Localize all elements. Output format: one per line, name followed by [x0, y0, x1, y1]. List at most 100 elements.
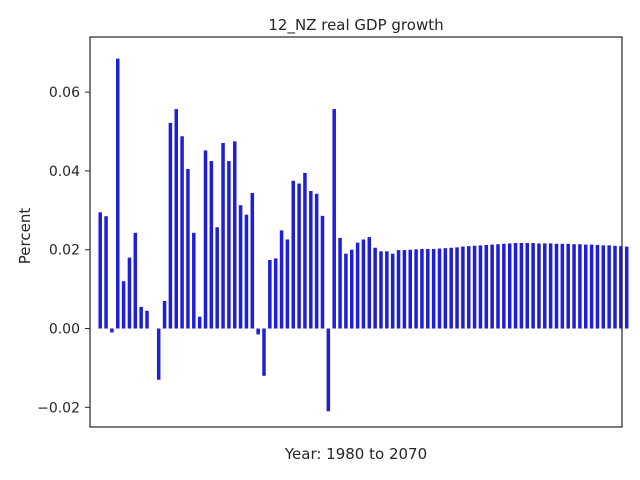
bar-2053: [525, 243, 530, 329]
bar-2031: [396, 250, 401, 329]
bar-1994: [180, 136, 184, 329]
bar-2030: [390, 253, 395, 329]
bar-2017: [314, 193, 319, 329]
bar-2056: [543, 243, 547, 329]
bar-2025: [361, 239, 366, 329]
bar-2034: [414, 249, 418, 329]
bar-2013: [291, 180, 296, 329]
bar-1988: [145, 310, 149, 329]
bar-2065: [595, 245, 600, 329]
bar-2024: [355, 242, 360, 329]
chart-title: 12_NZ real GDP growth: [268, 16, 443, 35]
bar-1981: [104, 216, 108, 329]
bar-1997: [197, 316, 202, 329]
bar-2054: [531, 243, 535, 329]
bar-2032: [402, 250, 407, 329]
bar-2045: [478, 245, 483, 329]
bar-2046: [484, 245, 489, 329]
bar-2000: [215, 227, 219, 329]
bar-2066: [601, 245, 606, 329]
bar-2006: [250, 193, 255, 329]
bar-2040: [449, 247, 453, 329]
bar-2036: [426, 248, 430, 329]
bar-2068: [613, 245, 617, 329]
bar-2012: [285, 239, 290, 329]
bar-2070: [624, 246, 629, 329]
bar-2051: [513, 243, 518, 329]
bar-2037: [431, 248, 436, 329]
bar-2049: [502, 243, 506, 329]
bar-2009: [268, 259, 272, 329]
bar-2035: [420, 248, 424, 329]
bar-2044: [472, 245, 477, 329]
bar-2020: [332, 109, 336, 329]
bar-1990: [156, 328, 161, 380]
bar-2043: [466, 246, 471, 329]
bar-2011: [279, 230, 284, 329]
bar-2003: [233, 141, 237, 329]
bar-2018: [320, 215, 325, 329]
bar-2060: [566, 243, 570, 329]
bars-group: [98, 58, 629, 412]
bar-1982: [110, 328, 114, 333]
bar-2069: [619, 246, 623, 329]
bar-1993: [174, 109, 179, 329]
bar-2059: [560, 243, 565, 329]
bar-2026: [367, 237, 372, 329]
bar-2062: [578, 244, 582, 329]
bar-2064: [589, 244, 594, 329]
bar-1991: [162, 300, 167, 329]
bar-2063: [584, 244, 588, 329]
bar-2061: [572, 244, 576, 329]
bar-2042: [461, 246, 465, 329]
bar-2052: [519, 243, 524, 329]
bar-1986: [133, 232, 138, 329]
bar-1985: [127, 257, 132, 329]
bar-2038: [437, 248, 442, 329]
bar-2041: [455, 247, 459, 329]
bar-2027: [373, 247, 377, 329]
bar-2004: [238, 205, 243, 329]
bar-1987: [139, 306, 143, 329]
bar-2010: [273, 258, 278, 329]
y-tick-label: 0.04: [49, 164, 80, 180]
bar-2067: [607, 245, 611, 329]
y-tick-label: 0.00: [49, 322, 80, 338]
y-axis-ticks: −0.02 0.00 0.02 0.04 0.06: [37, 85, 90, 416]
bar-2015: [303, 172, 307, 329]
bar-2001: [221, 142, 225, 329]
y-tick-label: −0.02: [37, 400, 80, 416]
bar-2023: [350, 249, 354, 329]
bar-2048: [496, 244, 500, 329]
bar-2007: [256, 328, 260, 335]
bar-2002: [227, 161, 231, 329]
bar-1996: [192, 232, 196, 329]
bar-2019: [326, 328, 331, 412]
bar-2047: [490, 244, 494, 329]
bar-1999: [209, 161, 214, 329]
bar-2050: [507, 243, 512, 329]
bar-2029: [385, 251, 389, 329]
bar-2028: [379, 251, 383, 329]
bar-2016: [309, 191, 313, 329]
bar-1983: [116, 58, 120, 329]
bar-1998: [203, 150, 208, 329]
bar-2008: [262, 328, 266, 376]
bar-2033: [408, 249, 412, 329]
bar-1992: [168, 122, 173, 329]
bar-2005: [244, 214, 249, 329]
bar-2055: [537, 243, 541, 329]
bar-2058: [554, 243, 559, 329]
bar-2021: [338, 237, 342, 329]
y-tick-label: 0.06: [49, 85, 80, 101]
y-axis-label: Percent: [16, 208, 34, 265]
bar-1995: [186, 168, 190, 329]
bar-2039: [443, 248, 448, 329]
plot-frame: [89, 36, 623, 428]
bar-1984: [121, 281, 126, 329]
bar-2057: [548, 243, 553, 329]
y-tick-label: 0.02: [49, 243, 80, 259]
bar-2014: [297, 183, 301, 329]
bar-1980: [98, 212, 102, 329]
